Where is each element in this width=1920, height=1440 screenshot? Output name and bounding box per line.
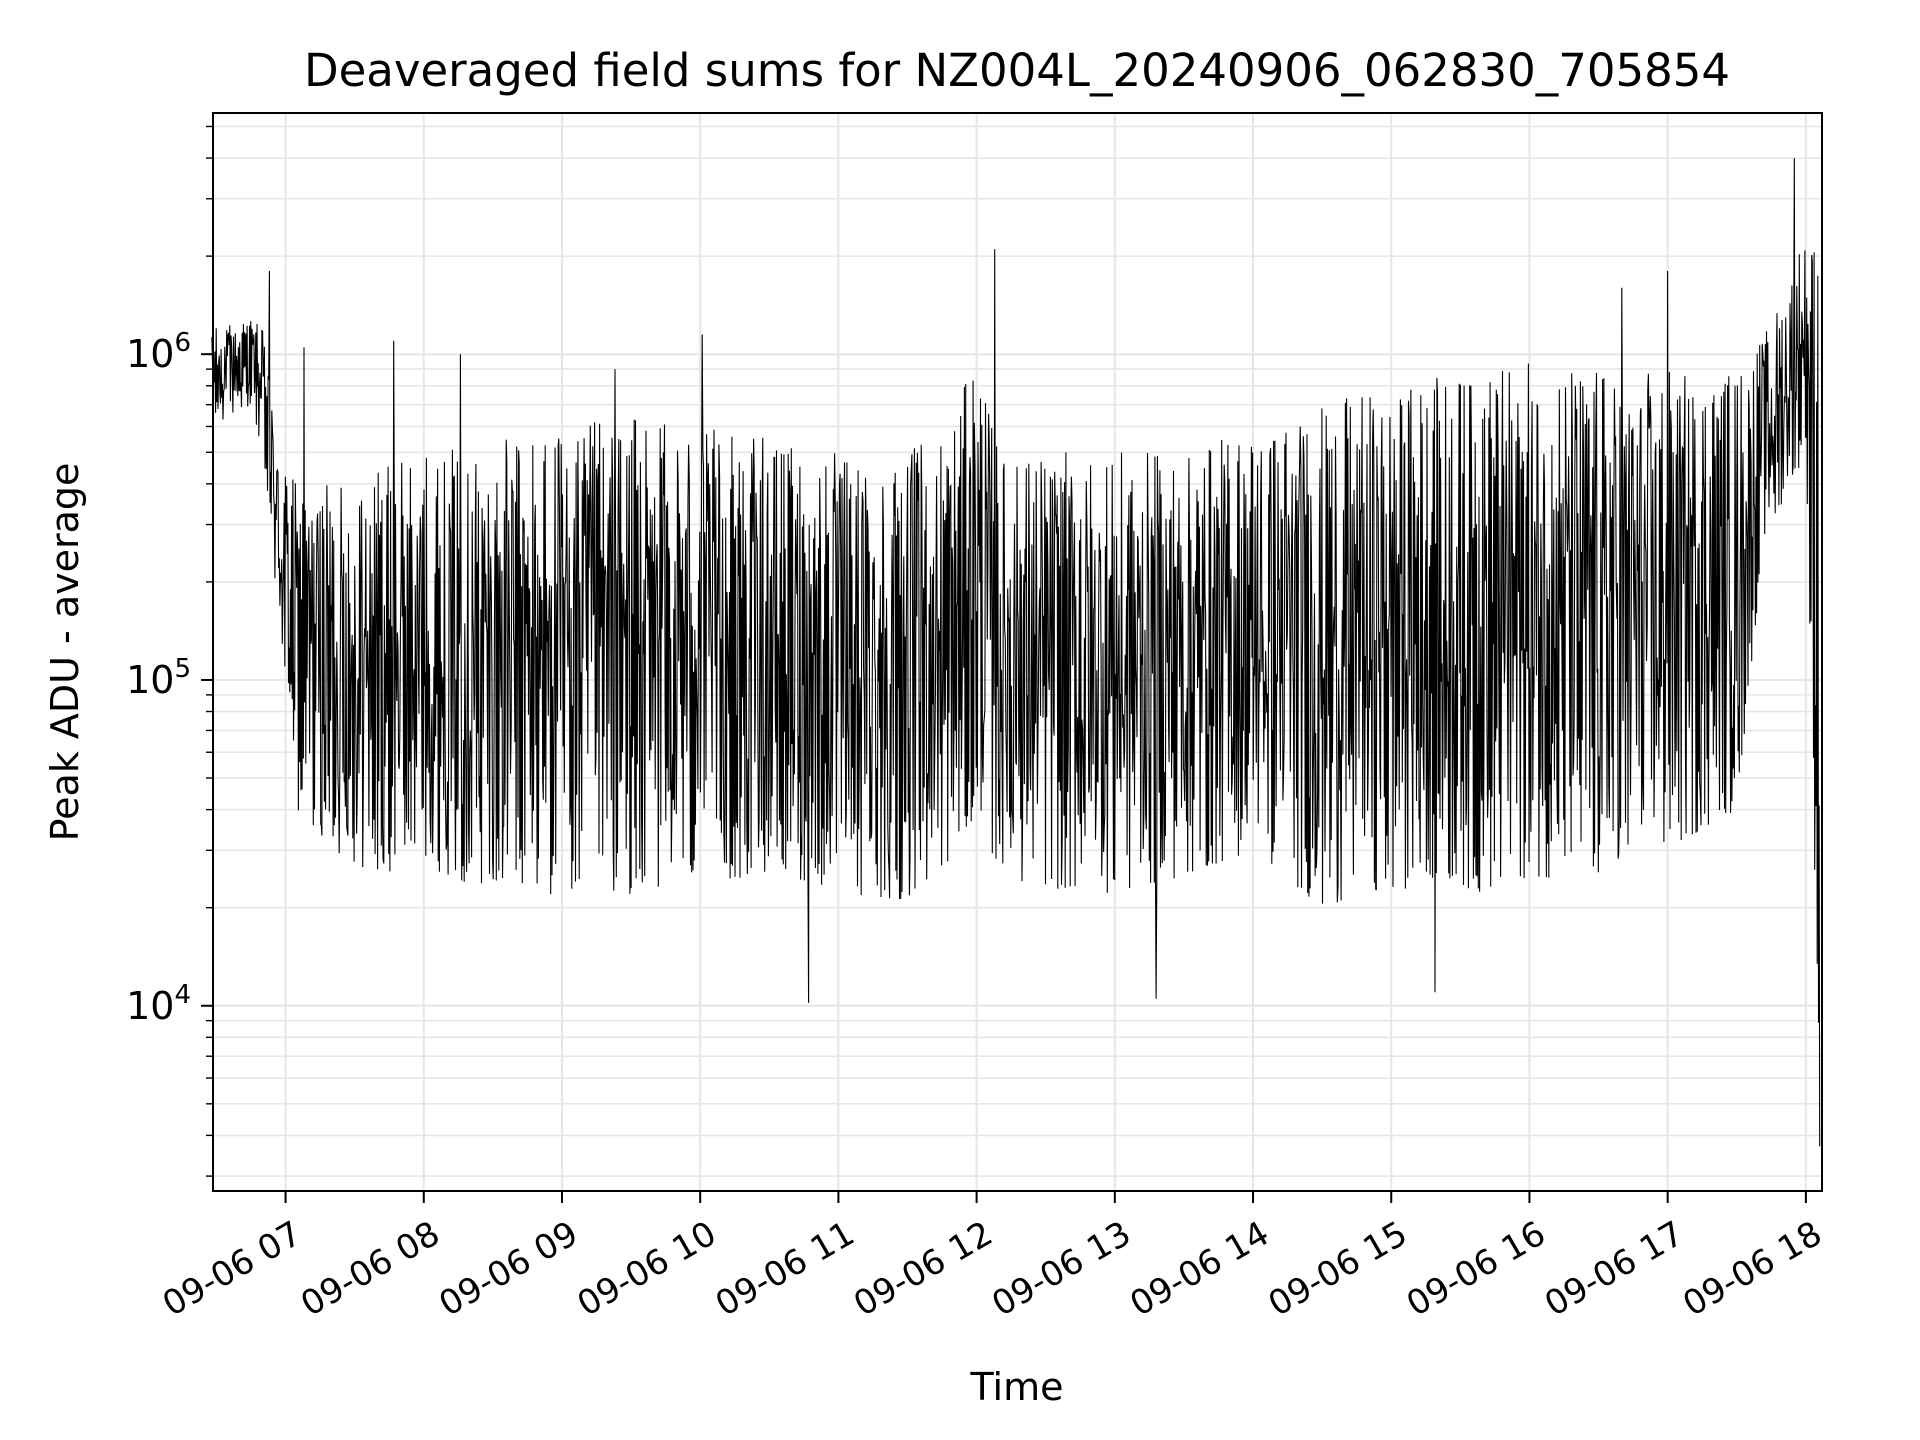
- y-axis-label: Peak ADU - average: [43, 463, 87, 842]
- x-tick-label: 09-06 17: [1538, 1214, 1690, 1325]
- plot-frame: [212, 112, 1823, 1192]
- y-tick-label: 104: [126, 980, 191, 1028]
- data-series: [211, 158, 1821, 1147]
- series-line: [211, 158, 1821, 1147]
- y-tick-base: 10: [126, 332, 174, 376]
- x-tick-label: 09-06 09: [432, 1214, 584, 1325]
- y-tick-base: 10: [126, 658, 174, 702]
- x-axis-label: Time: [970, 1365, 1064, 1409]
- y-tick-exponent: 6: [174, 328, 191, 358]
- x-tick-label: 09-06 11: [709, 1214, 861, 1325]
- chart-title: Deaveraged field sums for NZ004L_2024090…: [304, 44, 1730, 97]
- x-tick-label: 09-06 07: [156, 1214, 308, 1325]
- x-tick-label: 09-06 10: [571, 1214, 723, 1325]
- x-tick-label: 09-06 18: [1676, 1214, 1828, 1325]
- x-tick-label: 09-06 15: [1262, 1214, 1414, 1325]
- x-tick-label: 09-06 12: [847, 1214, 999, 1325]
- y-tick-label: 106: [126, 328, 191, 376]
- y-tick-exponent: 4: [174, 980, 191, 1010]
- y-tick-exponent: 5: [174, 654, 191, 684]
- y-tick-label: 105: [126, 654, 191, 702]
- x-tick-label: 09-06 08: [294, 1214, 446, 1325]
- y-tick-base: 10: [126, 984, 174, 1028]
- x-tick-label: 09-06 13: [985, 1214, 1137, 1325]
- x-tick-label: 09-06 16: [1400, 1214, 1552, 1325]
- x-tick-label: 09-06 14: [1124, 1214, 1276, 1325]
